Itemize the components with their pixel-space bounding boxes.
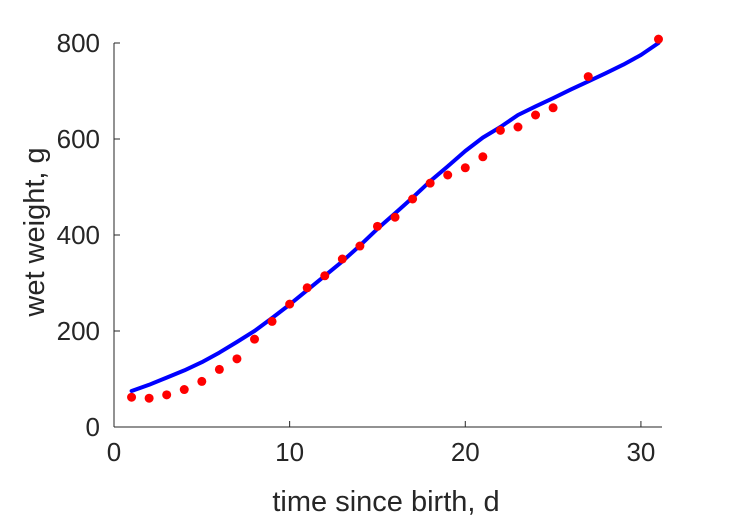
data-point — [197, 376, 207, 386]
data-point — [583, 72, 593, 82]
data-point — [232, 354, 242, 364]
y-tick-label: 600 — [57, 124, 100, 154]
data-point — [390, 212, 400, 222]
data-point — [162, 390, 172, 400]
data-point — [127, 392, 137, 402]
data-point — [372, 221, 382, 231]
x-tick-label: 20 — [451, 437, 480, 467]
y-tick-label: 200 — [57, 316, 100, 346]
data-point — [531, 110, 541, 120]
data-point — [144, 393, 154, 403]
data-point — [443, 170, 453, 180]
data-point — [267, 316, 277, 326]
data-point — [460, 163, 470, 173]
data-point — [250, 334, 260, 344]
data-point — [302, 283, 312, 293]
x-axis-label: time since birth, d — [272, 486, 499, 518]
data-point — [408, 194, 418, 204]
data-point — [478, 152, 488, 162]
axes — [113, 43, 662, 428]
data-point — [548, 103, 558, 113]
plot-area — [127, 34, 663, 403]
data-point — [495, 125, 505, 135]
y-tick-label: 800 — [57, 28, 100, 58]
x-tick-label: 10 — [275, 437, 304, 467]
y-tick-label: 0 — [86, 412, 100, 442]
data-point — [425, 178, 435, 188]
data-point — [513, 122, 523, 132]
y-axis-label: wet weight, g — [19, 147, 51, 317]
data-point — [214, 364, 224, 374]
y-tick-label: 400 — [57, 220, 100, 250]
data-point — [179, 385, 189, 395]
data-point — [653, 34, 663, 44]
x-tick-label: 30 — [626, 437, 655, 467]
data-point — [285, 299, 295, 309]
x-tick-label: 0 — [107, 437, 121, 467]
data-point — [337, 254, 347, 264]
data-point — [355, 241, 365, 251]
ticks: 0 10 20 30 0 200 400 600 800 — [57, 28, 656, 467]
data-point — [320, 271, 330, 281]
